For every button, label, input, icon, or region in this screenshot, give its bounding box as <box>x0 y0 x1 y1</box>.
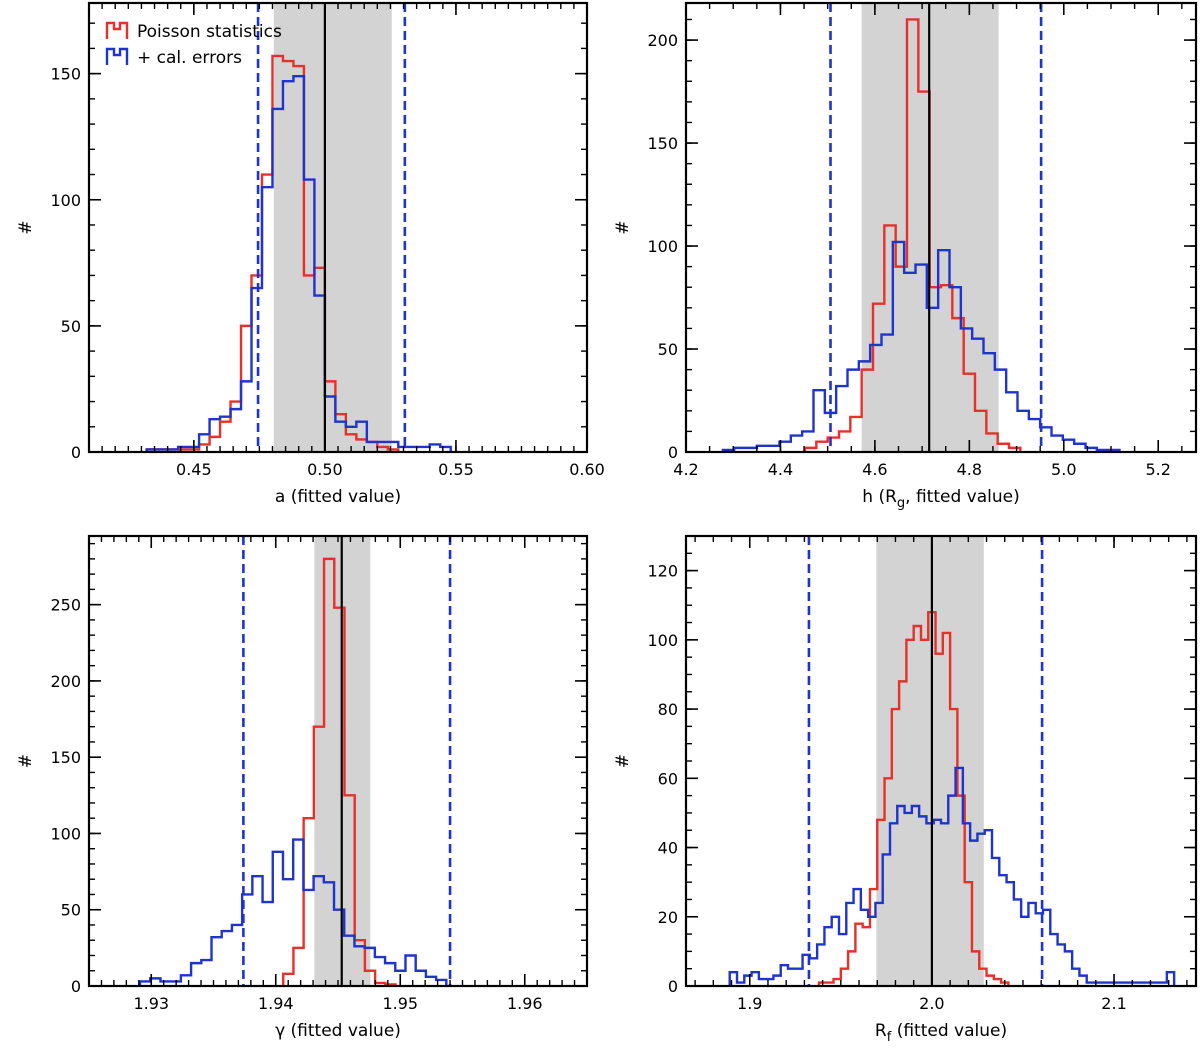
x-tick-label: 5.0 <box>1051 460 1076 479</box>
cal-errors-histogram <box>145 74 452 452</box>
y-tick-label: 20 <box>658 908 678 927</box>
panel-rf: 1.9 2.0 2.1 0 20 40 60 80 100 120 Rf (fitted value… <box>613 534 1198 1045</box>
x-tick-label: 0.60 <box>569 460 605 479</box>
x-tick-label: 0.50 <box>307 460 343 479</box>
x-tick-label: 2.0 <box>919 994 944 1013</box>
legend-label: + cal. errors <box>137 48 242 68</box>
y-tick-label: 250 <box>50 596 81 615</box>
x-tick-label: 2.1 <box>1101 994 1126 1013</box>
poisson-histogram <box>817 610 1010 986</box>
plot-frame <box>684 1 1198 454</box>
plot-frame <box>87 534 589 988</box>
cal-errors-histogram <box>138 838 448 986</box>
panel-h: 4.2 4.4 4.6 4.8 5.0 5.2 0 50 100 150 200 h (Rg, fit… <box>613 1 1198 511</box>
x-axis-label: h (Rg, fitted value) <box>862 487 1019 511</box>
x-tick-label: 1.93 <box>133 994 169 1013</box>
y-axis-label: # <box>613 754 633 768</box>
y-tick-label: 60 <box>658 769 678 788</box>
cal-errors-histogram <box>721 240 1121 452</box>
y-tick-label: 0 <box>668 977 678 996</box>
y-tick-label: 0 <box>71 977 81 996</box>
range-band <box>273 3 392 452</box>
y-tick-label: 150 <box>50 748 81 767</box>
x-tick-label: 1.96 <box>507 994 543 1013</box>
plot-frame <box>87 1 589 454</box>
y-tick-label: 100 <box>647 237 678 256</box>
x-tick-label: 1.95 <box>382 994 418 1013</box>
cal-errors-histogram <box>728 766 1176 986</box>
poisson-histogram <box>803 18 1022 452</box>
legend-swatch <box>105 47 129 65</box>
legend-swatch <box>105 21 129 39</box>
x-axis-label: a (fitted value) <box>275 487 401 507</box>
y-tick-label: 0 <box>71 443 81 462</box>
y-tick-label: 200 <box>50 672 81 691</box>
legend-label: Poisson statistics <box>137 22 282 42</box>
y-axis-label: # <box>16 754 36 768</box>
x-tick-label: 0.45 <box>176 460 212 479</box>
x-tick-label: 4.8 <box>957 460 982 479</box>
y-tick-label: 100 <box>50 191 81 210</box>
x-axis-label: γ (fitted value) <box>275 1021 401 1041</box>
y-tick-label: 50 <box>61 901 81 920</box>
y-tick-label: 0 <box>668 443 678 462</box>
y-tick-label: 120 <box>647 562 678 581</box>
x-tick-label: 4.2 <box>673 460 698 479</box>
y-tick-label: 50 <box>61 317 81 336</box>
y-tick-label: 50 <box>658 340 678 359</box>
panel-a: 0.45 0.50 0.55 0.60 0 50 100 150 a (fitted value… <box>16 1 605 507</box>
x-tick-label: 5.2 <box>1145 460 1170 479</box>
y-tick-label: 150 <box>50 65 81 84</box>
x-tick-label: 4.6 <box>862 460 887 479</box>
x-axis-label: Rf (fitted value) <box>875 1021 1007 1045</box>
panel-gamma: 1.93 1.94 1.95 1.96 0 50 100 150 200 250 γ (fitted… <box>16 534 589 1041</box>
y-axis-label: # <box>16 220 36 234</box>
poisson-histogram <box>282 557 397 986</box>
y-tick-label: 80 <box>658 700 678 719</box>
y-tick-label: 100 <box>647 631 678 650</box>
plot-frame <box>684 534 1198 988</box>
x-tick-label: 0.55 <box>438 460 474 479</box>
legend: Poisson statistics + cal. errors <box>105 21 282 68</box>
y-axis-label: # <box>613 220 633 234</box>
x-tick-label: 1.94 <box>258 994 294 1013</box>
y-tick-label: 150 <box>647 134 678 153</box>
y-tick-label: 200 <box>647 31 678 50</box>
y-tick-label: 100 <box>50 824 81 843</box>
y-tick-label: 40 <box>658 839 678 858</box>
poisson-histogram <box>145 54 400 452</box>
x-tick-label: 1.9 <box>737 994 762 1013</box>
x-tick-label: 4.4 <box>768 460 793 479</box>
